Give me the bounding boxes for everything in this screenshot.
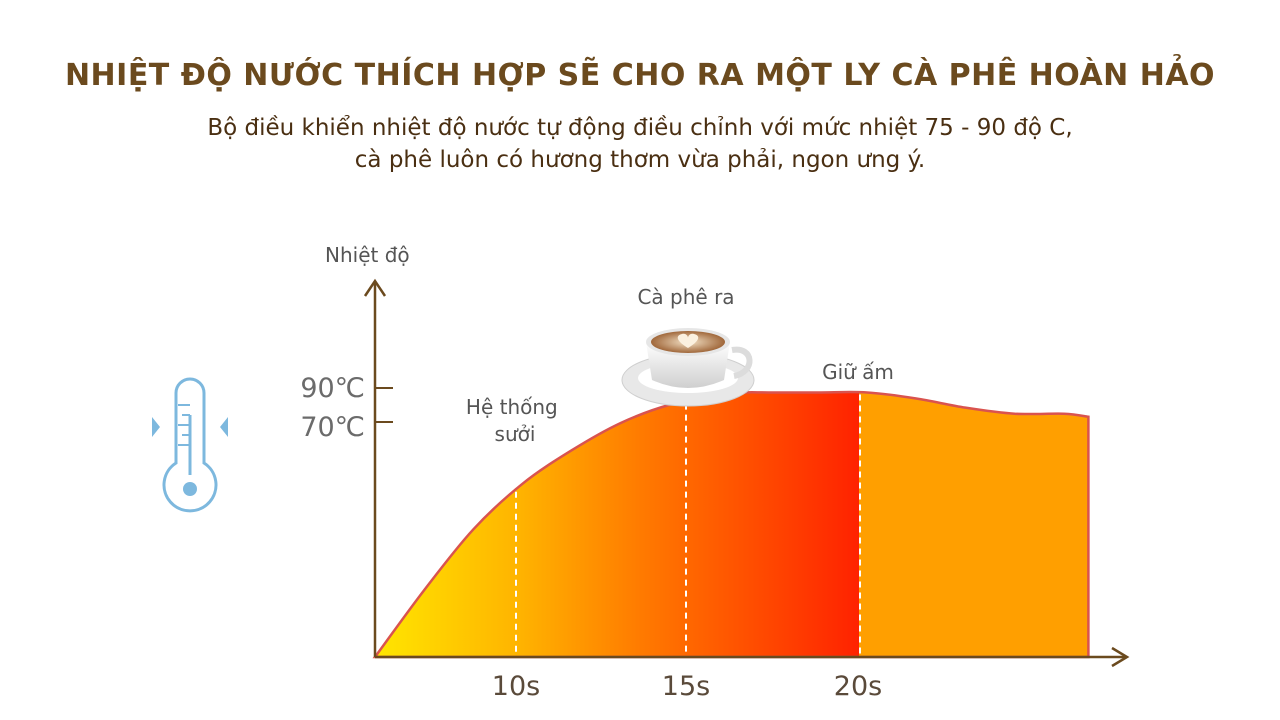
divider-layer: [515, 394, 861, 655]
subtitle-line-1: Bộ điều khiển nhiệt độ nước tự động điều…: [207, 115, 1073, 141]
annotation-coffee-out: Cà phê ra: [637, 285, 734, 309]
x-axis-arrow: [1111, 646, 1130, 668]
x-tick-label-15s: 15s: [662, 671, 710, 702]
x-tick-label-10s: 10s: [492, 671, 540, 702]
heating-area: [375, 391, 859, 657]
area-layer: [372, 390, 1090, 659]
y-axis-label: Nhiệt độ: [325, 243, 410, 267]
y-tick-label-90: 90℃: [300, 373, 365, 404]
subtitle-line-2: cà phê luôn có hương thơm vừa phải, ngon…: [354, 147, 926, 173]
page-subtitle: Bộ điều khiển nhiệt độ nước tự động điều…: [0, 112, 1280, 176]
y-axis-arrow: [363, 278, 387, 297]
thermometer-icon: [152, 377, 228, 513]
x-tick-label-20s: 20s: [834, 671, 882, 702]
annotation-heating: Hệ thống sưởi: [466, 395, 564, 446]
annotation-keep-warm: Giữ ấm: [822, 360, 894, 384]
page-title: NHIỆT ĐỘ NƯỚC THÍCH HỢP SẼ CHO RA MỘT LY…: [64, 58, 1216, 93]
y-tick-label-70: 70℃: [300, 412, 365, 443]
keep-warm-area: [859, 391, 1089, 657]
coffee-cup-icon: [621, 328, 755, 407]
